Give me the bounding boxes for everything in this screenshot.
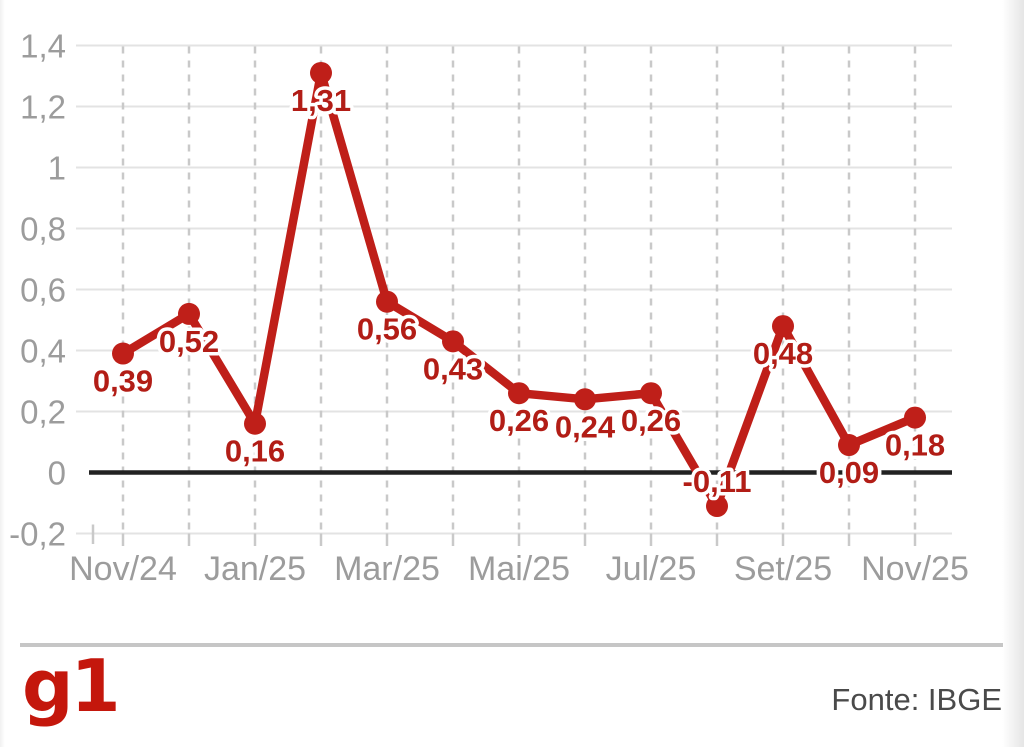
data-point xyxy=(772,315,794,338)
x-axis-label: Mai/25 xyxy=(468,550,570,588)
y-axis-label: 1,4 xyxy=(20,27,66,64)
data-point xyxy=(178,302,200,325)
data-point-label: 0,26 xyxy=(489,403,549,438)
data-point xyxy=(112,342,134,365)
x-axis-label: Nov/25 xyxy=(861,550,969,588)
data-point-label: 0,43 xyxy=(423,351,483,386)
data-point-label: 1,31 xyxy=(291,83,351,118)
data-point xyxy=(574,388,596,411)
x-axis-label: Nov/24 xyxy=(69,550,177,588)
source-label: Fonte: IBGE xyxy=(831,682,1002,717)
footer-divider xyxy=(20,643,1003,647)
y-axis-label: 0,4 xyxy=(20,332,66,369)
data-point-label: 0,16 xyxy=(225,434,285,469)
data-point xyxy=(508,382,530,405)
data-point xyxy=(310,61,332,84)
data-point-label: -0,11 xyxy=(683,464,752,499)
data-point-label: 0,56 xyxy=(357,312,417,347)
g1-logo: g1 xyxy=(22,644,121,728)
x-axis-label: Set/25 xyxy=(734,550,832,588)
data-point-label: 0,52 xyxy=(159,324,219,359)
data-point-label: 0,09 xyxy=(819,455,879,490)
data-point xyxy=(244,412,266,435)
data-point-label: 0,39 xyxy=(93,364,153,399)
data-point xyxy=(376,290,398,313)
y-axis-label: 0,6 xyxy=(20,271,66,308)
data-point-label: 0,48 xyxy=(753,336,813,371)
y-axis-label: 1 xyxy=(48,149,66,186)
data-point xyxy=(706,495,728,518)
y-axis-label: 0,2 xyxy=(20,393,66,430)
data-point-label: 0,26 xyxy=(621,403,681,438)
y-axis-label: 1,2 xyxy=(20,88,66,125)
data-point-label: 0,24 xyxy=(555,409,616,444)
x-axis-label: Jul/25 xyxy=(606,550,697,588)
y-axis-label: 0,8 xyxy=(20,210,66,247)
data-point-label: 0,18 xyxy=(885,428,945,463)
data-point xyxy=(904,406,926,429)
x-axis-label: Jan/25 xyxy=(204,550,306,588)
data-point xyxy=(442,330,464,353)
y-axis-label: 0 xyxy=(48,454,66,491)
data-point xyxy=(838,434,860,457)
x-axis-label: Mar/25 xyxy=(334,550,440,588)
y-axis-label: -0,2 xyxy=(9,515,66,552)
data-point xyxy=(640,382,662,405)
